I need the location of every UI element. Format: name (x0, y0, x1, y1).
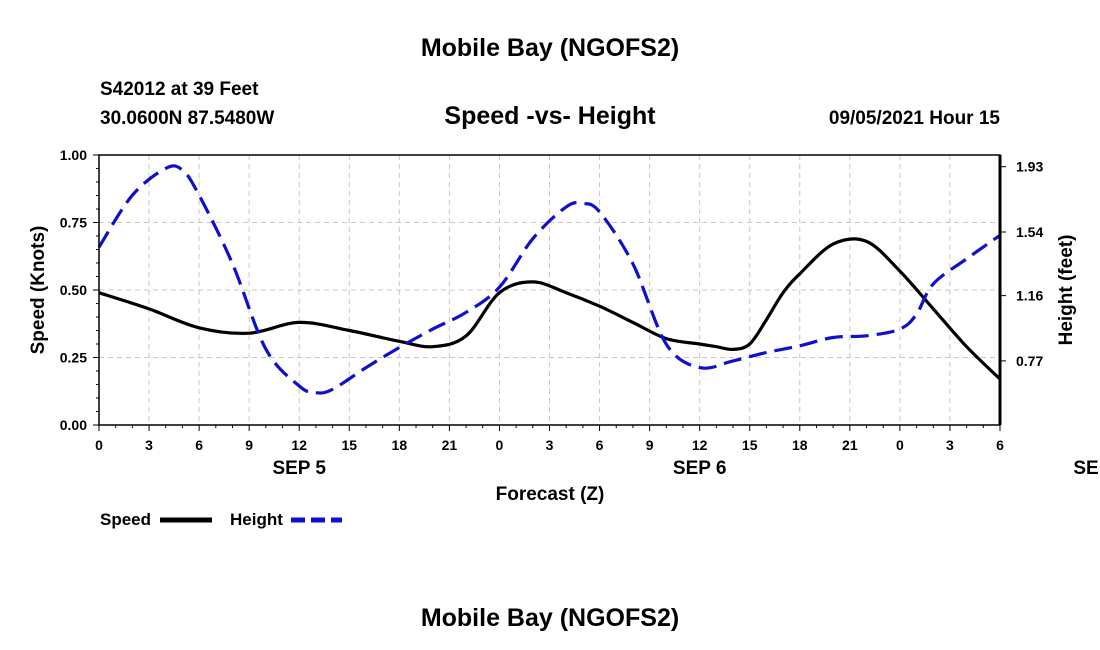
datetime-label: 09/05/2021 Hour 15 (829, 108, 1001, 129)
x-tick-label: 21 (442, 437, 458, 453)
y-right-tick-label: 1.16 (1016, 288, 1043, 304)
chart-title: Speed -vs- Height (444, 102, 656, 130)
y-right-tick-label: 1.93 (1016, 159, 1043, 175)
x-tick-label: 21 (842, 437, 858, 453)
x-tick-label: 9 (646, 437, 654, 453)
x-tick-label: 18 (392, 437, 408, 453)
y-left-tick-label: 1.00 (60, 147, 87, 163)
speed-series-line (98, 237, 1002, 381)
x-axis-label: Forecast (Z) (496, 484, 605, 505)
y-left-tick-label: 0.00 (60, 417, 87, 433)
date-label: SEP 5 (272, 458, 326, 479)
x-tick-label: 0 (896, 437, 904, 453)
y-left-tick-label: 0.50 (60, 282, 87, 298)
chart-top-title: Mobile Bay (NGOFS2) (421, 34, 679, 62)
x-tick-label: 3 (546, 437, 554, 453)
axis-layer: 0 3 6 9 12 15 18 21 0 3 6 9 12 15 18 21 0 3 6 SEP 5 SEP 6 SEP… (60, 147, 1100, 479)
grid (99, 155, 1000, 425)
x-tick-label: 15 (341, 437, 357, 453)
date-label: SEP 7 (1073, 458, 1100, 479)
x-tick-label: 15 (742, 437, 758, 453)
date-label: SEP 6 (673, 458, 727, 479)
legend-speed-label: Speed (100, 510, 151, 529)
station-label: S42012 at 39 Feet (100, 79, 259, 100)
x-tick-label: 6 (996, 437, 1004, 453)
y-axis-right-label: Height (feet) (1056, 235, 1077, 346)
series-layer (97, 164, 1002, 395)
x-tick-label: 18 (792, 437, 808, 453)
y-left-tick-label: 0.25 (60, 350, 87, 366)
height-series-line (97, 164, 1001, 395)
x-tick-label: 12 (692, 437, 708, 453)
x-tick-label: 6 (195, 437, 203, 453)
chart-bottom-title: Mobile Bay (NGOFS2) (421, 604, 679, 632)
x-tick-label: 0 (95, 437, 103, 453)
legend-height-label: Height (230, 510, 283, 529)
x-tick-label: 9 (245, 437, 253, 453)
x-tick-label: 0 (496, 437, 504, 453)
y-axis-left-label: Speed (Knots) (28, 226, 49, 355)
y-left-tick-label: 0.75 (60, 215, 87, 231)
y-right-tick-label: 1.54 (1016, 224, 1043, 240)
x-tick-label: 3 (946, 437, 954, 453)
x-tick-label: 3 (145, 437, 153, 453)
x-tick-label: 12 (291, 437, 307, 453)
x-tick-label: 6 (596, 437, 604, 453)
y-right-tick-label: 0.77 (1016, 353, 1043, 369)
coordinates-label: 30.0600N 87.5480W (100, 108, 274, 129)
